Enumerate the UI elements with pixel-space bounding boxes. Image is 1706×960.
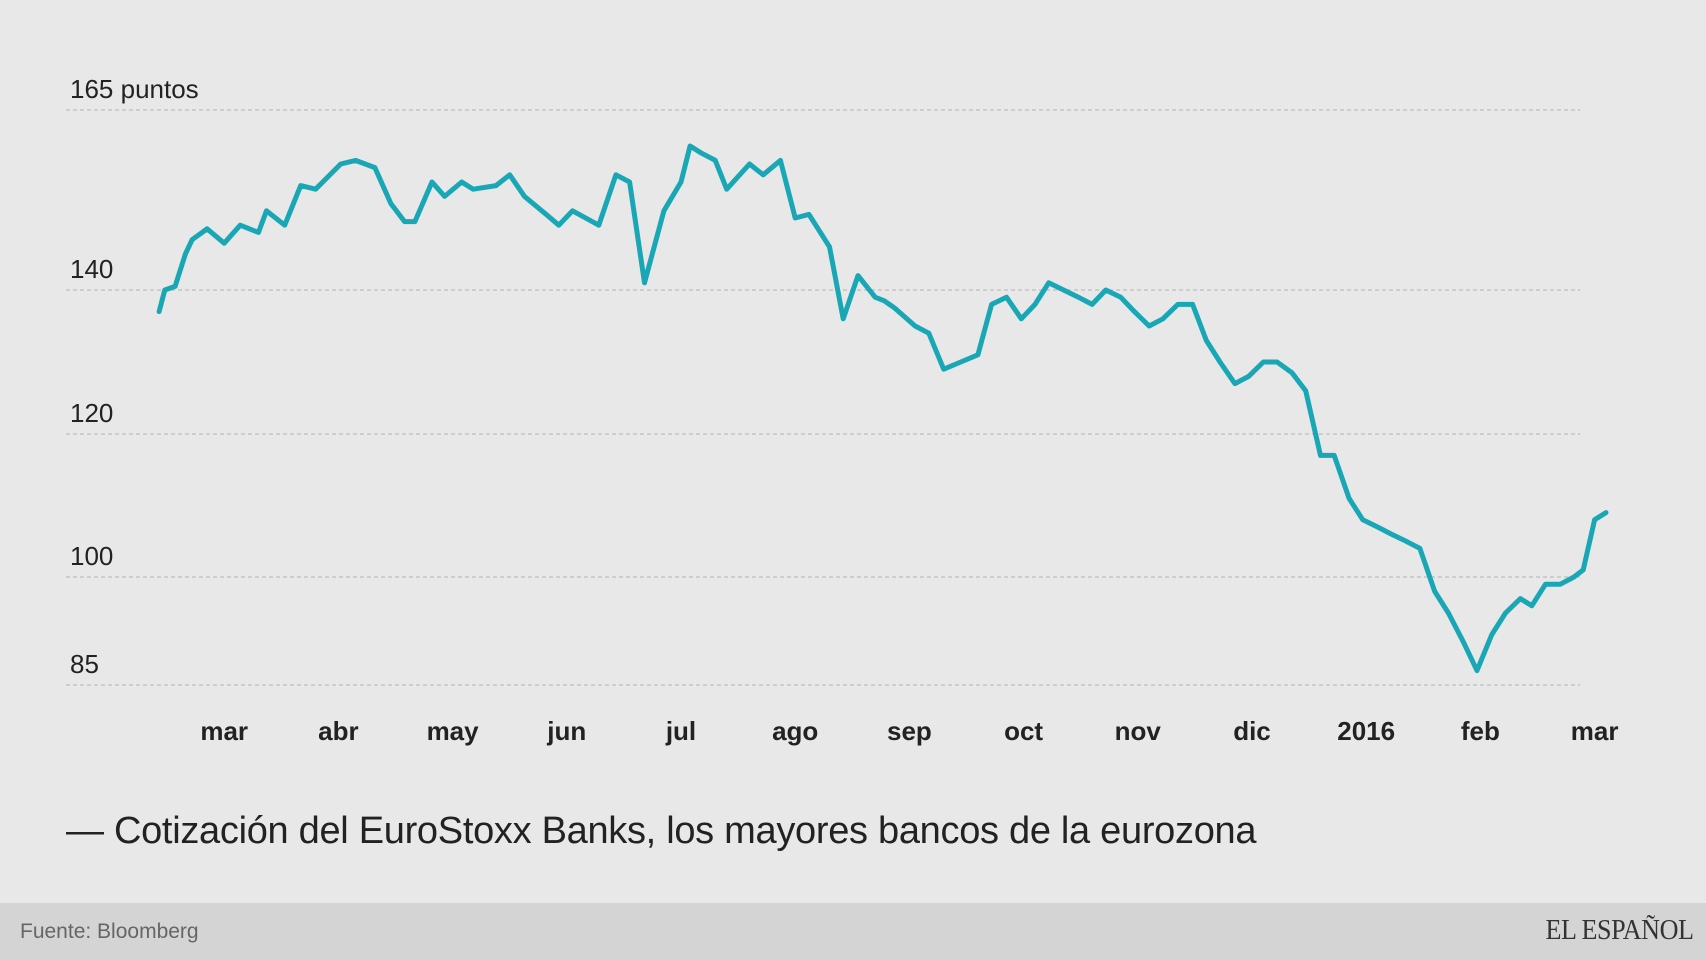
y-axis-labels: 165 puntos 140 120 100 85 [70, 74, 199, 679]
x-tick-label: mar [200, 716, 248, 746]
y-tick-label: 85 [70, 649, 99, 679]
y-tick-label: 165 puntos [70, 74, 199, 104]
x-tick-label: oct [1004, 716, 1043, 746]
x-tick-label: jul [665, 716, 696, 746]
x-axis-labels: mar abr may jun jul ago sep oct nov dic 2016 feb mar [200, 716, 1618, 746]
x-tick-label: 2016 [1337, 716, 1395, 746]
series-line [156, 143, 1609, 674]
series-layer [156, 143, 1609, 674]
y-tick-label: 140 [70, 254, 113, 284]
source-text: Fuente: Bloomberg [20, 920, 199, 943]
chart-caption: — Cotización del EuroStoxx Banks, los ma… [66, 810, 1257, 852]
gridlines [66, 109, 1580, 686]
x-tick-label: nov [1115, 716, 1162, 746]
x-tick-label: may [427, 716, 480, 746]
x-tick-label: abr [318, 716, 358, 746]
x-tick-label: feb [1461, 716, 1500, 746]
x-tick-label: jun [546, 716, 586, 746]
y-tick-label: 120 [70, 398, 113, 428]
x-tick-label: ago [772, 716, 818, 746]
footer: Fuente: Bloomberg EL ESPAÑOL [0, 903, 1706, 960]
x-tick-label: sep [887, 716, 932, 746]
x-tick-label: dic [1233, 716, 1271, 746]
y-tick-label: 100 [70, 541, 113, 571]
x-tick-label: mar [1571, 716, 1619, 746]
chart: 165 puntos 140 120 100 85 mar abr may jun jul ago… [66, 74, 1618, 746]
brand-logo: EL ESPAÑOL [1544, 914, 1693, 946]
